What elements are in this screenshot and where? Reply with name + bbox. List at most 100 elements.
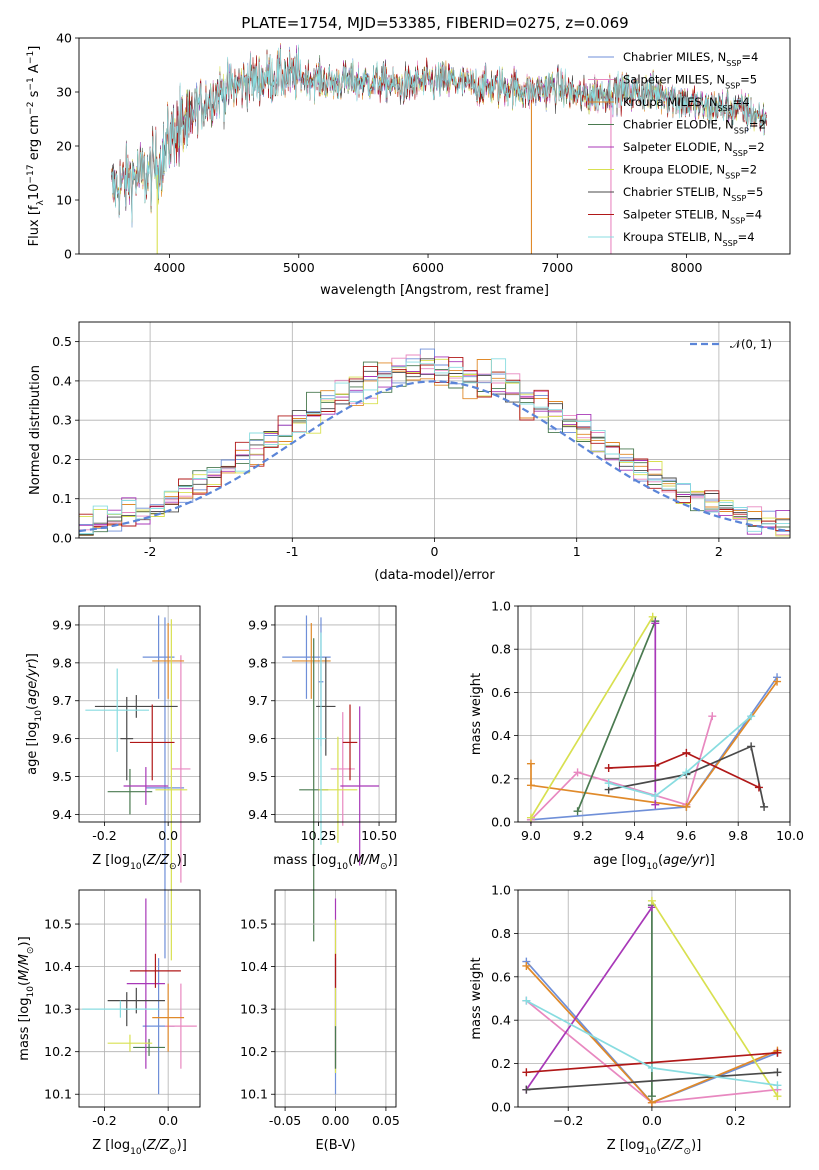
x-axis-label: Z [log10(Z/Z⊙)] bbox=[607, 1138, 702, 1157]
weight_vs_Z-frame: −0.2 0.0 0.2 0.0 0.2 0.4 0.6 0.8 1.0 bbox=[491, 883, 791, 1128]
legend-label: Salpeter MILES, NSSP=5 bbox=[623, 73, 757, 91]
x-tick-label: 6000 bbox=[412, 260, 444, 275]
y-tick-label: 9.4 bbox=[52, 807, 72, 822]
weight-line bbox=[651, 900, 779, 1097]
y-tick-label: 1.0 bbox=[491, 599, 511, 614]
y-axis-label: mass weight bbox=[469, 673, 484, 755]
mass_vs_ebv-frame: -0.05 0.00 0.05 10.1 10.2 10.3 10.4 10.5 bbox=[240, 889, 400, 1128]
x-tick-label: -0.2 bbox=[92, 828, 116, 843]
axes-frame bbox=[78, 889, 201, 1108]
weight-marker bbox=[522, 1085, 531, 1094]
y-tick-label: 0.2 bbox=[491, 771, 511, 786]
y-tick-label: 0.0 bbox=[491, 1100, 511, 1115]
weight-marker bbox=[651, 761, 660, 770]
x-tick-label: 0.05 bbox=[372, 1113, 400, 1128]
weight-marker bbox=[526, 781, 535, 790]
y-axis-label: mass [log10(M/M⊙)] bbox=[17, 936, 36, 1060]
legend-label: Salpeter ELODIE, NSSP=2 bbox=[623, 140, 765, 158]
y-tick-label: 9.7 bbox=[248, 693, 268, 708]
y-tick-label: 0.4 bbox=[491, 1013, 511, 1028]
x-axis-label: (data-model)/error bbox=[374, 568, 495, 583]
y-tick-label: 10.5 bbox=[44, 917, 72, 932]
y-tick-label: 10.2 bbox=[44, 1044, 72, 1059]
y-tick-label: 0.2 bbox=[491, 1056, 511, 1071]
y-tick-label: 0.3 bbox=[52, 413, 72, 428]
weight-marker bbox=[773, 1092, 782, 1101]
x-tick-label: 9.6 bbox=[676, 828, 696, 843]
residuals-frame: -2 -1 0 1 2 0.0 0.1 0.2 0.3 0.4 0.5 bbox=[52, 321, 791, 559]
axes-frame bbox=[517, 889, 791, 1108]
y-axis-label: Flux [fλ10−17 erg cm−2 s−1 A−1] bbox=[26, 46, 46, 247]
weight-marker bbox=[773, 1081, 782, 1090]
weight-marker bbox=[604, 779, 613, 788]
weight-marker bbox=[747, 712, 756, 721]
weight-marker bbox=[648, 612, 657, 621]
y-tick-label: 9.5 bbox=[52, 769, 72, 784]
weight-marker bbox=[773, 1068, 782, 1077]
y-axis-label: mass weight bbox=[469, 957, 484, 1039]
weight-marker bbox=[760, 802, 769, 811]
y-tick-label: 0.5 bbox=[52, 334, 72, 349]
y-tick-label: 0.0 bbox=[491, 815, 511, 830]
y-tick-label: 0.6 bbox=[491, 969, 511, 984]
x-tick-label: 0.2 bbox=[726, 1113, 746, 1128]
weight-marker bbox=[526, 813, 535, 822]
y-tick-label: 9.4 bbox=[248, 807, 268, 822]
weight-marker bbox=[682, 768, 691, 777]
x-axis-label: age [log10(age/yr)] bbox=[593, 853, 715, 872]
weight-marker bbox=[651, 792, 660, 801]
weight-line bbox=[525, 906, 653, 1091]
weight-marker bbox=[773, 1048, 782, 1057]
y-tick-label: 30 bbox=[56, 85, 72, 100]
x-tick-label: 0.0 bbox=[642, 1113, 662, 1128]
x-tick-label: 1 bbox=[573, 544, 581, 559]
y-tick-label: 0.2 bbox=[52, 452, 72, 467]
weight-line bbox=[526, 1051, 778, 1074]
y-axis-label: age [log10(age/yr)] bbox=[25, 653, 44, 775]
y-tick-label: 40 bbox=[56, 31, 72, 46]
x-tick-label: 0.00 bbox=[322, 1113, 350, 1128]
y-tick-label: 9.6 bbox=[248, 731, 268, 746]
x-tick-label: 2 bbox=[715, 544, 723, 559]
x-tick-label: 10.25 bbox=[301, 828, 337, 843]
y-tick-label: 0.8 bbox=[491, 926, 511, 941]
x-tick-label: 5000 bbox=[283, 260, 315, 275]
legend-label: Kroupa ELODIE, NSSP=2 bbox=[623, 163, 757, 181]
y-tick-label: 10.2 bbox=[240, 1044, 268, 1059]
residual-histograms bbox=[79, 348, 790, 537]
x-axis-label: Z [log10(Z/Z⊙)] bbox=[92, 853, 187, 872]
histogram-step-8 bbox=[79, 358, 790, 535]
y-tick-label: 9.6 bbox=[52, 731, 72, 746]
weight-marker bbox=[522, 961, 531, 970]
legend-label-normal: 𝒩(0, 1) bbox=[730, 337, 772, 351]
weight-marker bbox=[647, 896, 656, 905]
y-tick-label: 9.9 bbox=[248, 617, 268, 632]
y-tick-label: 0.0 bbox=[52, 531, 72, 546]
weight-line bbox=[530, 676, 778, 821]
y-tick-label: 10.3 bbox=[44, 1002, 72, 1017]
y-tick-label: 10 bbox=[56, 193, 72, 208]
y-tick-label: 10.3 bbox=[240, 1002, 268, 1017]
y-axis-label: Normed distribution bbox=[28, 365, 43, 495]
x-tick-label: 7000 bbox=[541, 260, 573, 275]
legend-label: Chabrier STELIB, NSSP=5 bbox=[623, 185, 763, 203]
weight-marker bbox=[708, 712, 717, 721]
y-tick-label: 9.8 bbox=[52, 655, 72, 670]
x-tick-label: 9.4 bbox=[625, 828, 645, 843]
age_vs_mass-frame: 10.25 10.50 9.4 9.5 9.6 9.7 9.8 9.9 bbox=[248, 605, 397, 843]
spectrum-frame: 4000 5000 6000 7000 8000 0 10 20 30 40 bbox=[56, 31, 791, 275]
mass_vs_Z-frame: -0.2 0.0 10.1 10.2 10.3 10.4 10.5 bbox=[44, 889, 201, 1128]
y-tick-label: 9.7 bbox=[52, 693, 72, 708]
axes-frame bbox=[78, 605, 201, 823]
x-tick-label: 0 bbox=[431, 544, 439, 559]
y-tick-label: 9.8 bbox=[248, 655, 268, 670]
weight-marker bbox=[651, 619, 660, 628]
x-tick-label: 9.8 bbox=[728, 828, 748, 843]
spectrum-lines bbox=[111, 43, 767, 254]
weight-marker bbox=[651, 800, 660, 809]
weight-marker bbox=[682, 802, 691, 811]
y-tick-label: 1.0 bbox=[491, 883, 511, 898]
x-tick-label: -1 bbox=[286, 544, 298, 559]
x-tick-label: 10.0 bbox=[776, 828, 804, 843]
